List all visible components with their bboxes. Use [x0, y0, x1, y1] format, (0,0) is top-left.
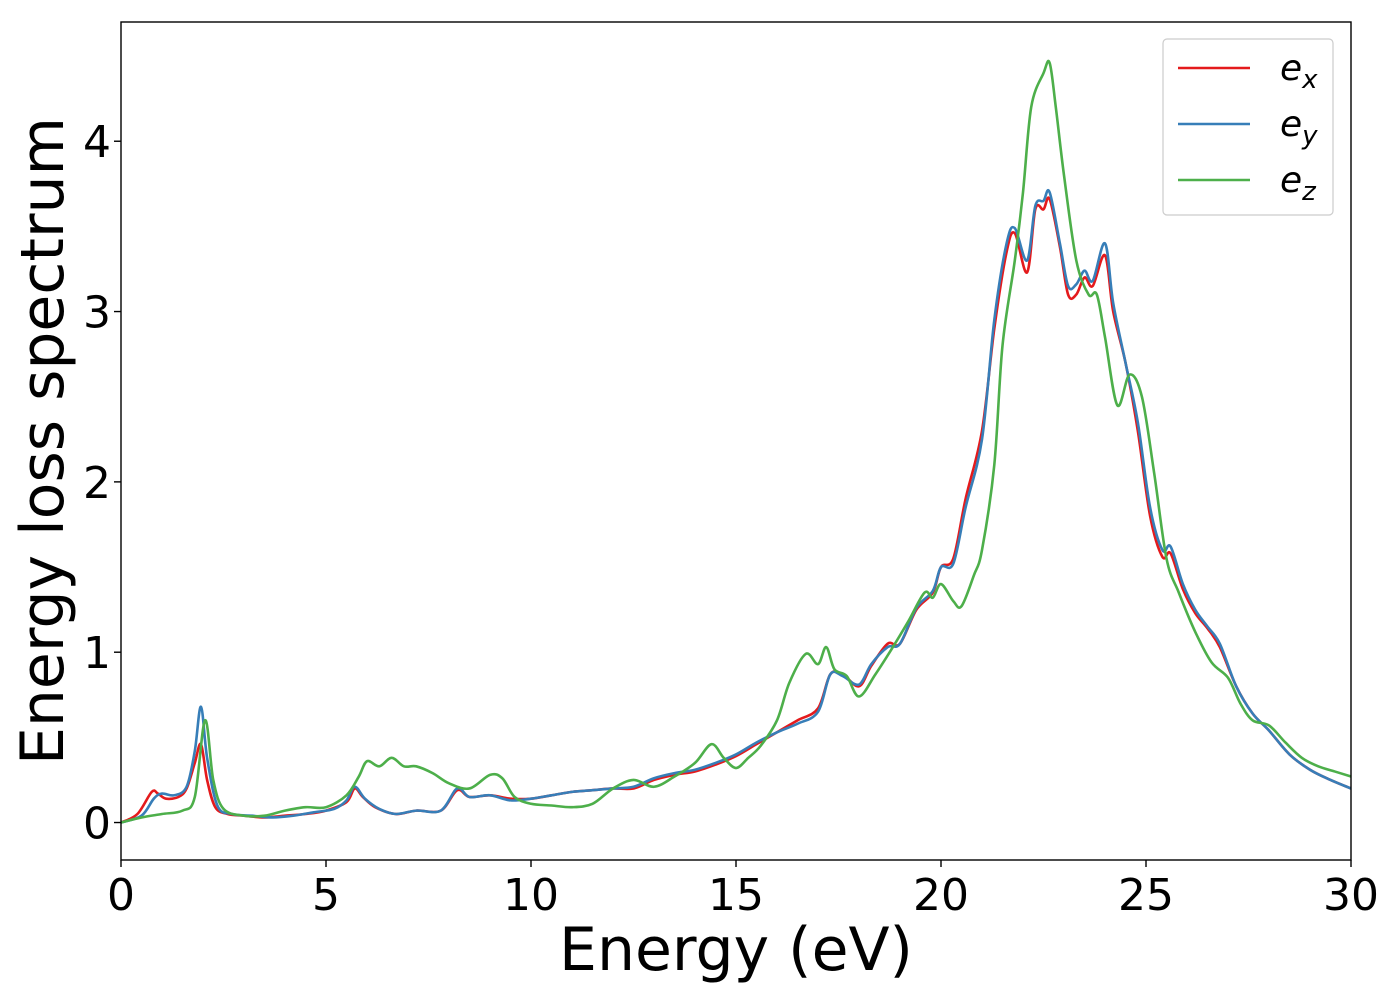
y-axis: 0 1 2 3 4 — [83, 117, 121, 850]
x-tick-label: 15 — [708, 870, 764, 921]
x-tick-label: 25 — [1118, 870, 1174, 921]
legend-box — [1162, 38, 1334, 216]
series-layer — [121, 59, 1351, 824]
legend-label-e-x: ex — [1280, 48, 1318, 95]
y-axis-label: Energy loss spectrum — [8, 117, 78, 765]
legend-label-e-y: ey — [1280, 104, 1318, 151]
y-tick-label: 3 — [83, 288, 111, 339]
legend: ex ey ez — [1162, 38, 1334, 216]
y-tick-label: 2 — [83, 458, 111, 509]
x-tick-label: 10 — [503, 870, 559, 921]
y-tick-label: 0 — [83, 799, 111, 850]
series-line-e-y — [121, 189, 1351, 824]
x-tick-label: 20 — [913, 870, 969, 921]
y-tick-label: 4 — [83, 117, 111, 168]
x-axis-label: Energy (eV) — [559, 915, 913, 985]
x-tick-label: 5 — [312, 870, 340, 921]
x-tick-label: 30 — [1323, 870, 1379, 921]
y-tick-label: 1 — [83, 628, 111, 679]
x-axis: 0 5 10 15 20 25 30 — [107, 860, 1379, 921]
series-line-e-z — [121, 59, 1351, 824]
legend-label-e-z: ez — [1280, 160, 1317, 207]
x-tick-label: 0 — [107, 870, 135, 921]
